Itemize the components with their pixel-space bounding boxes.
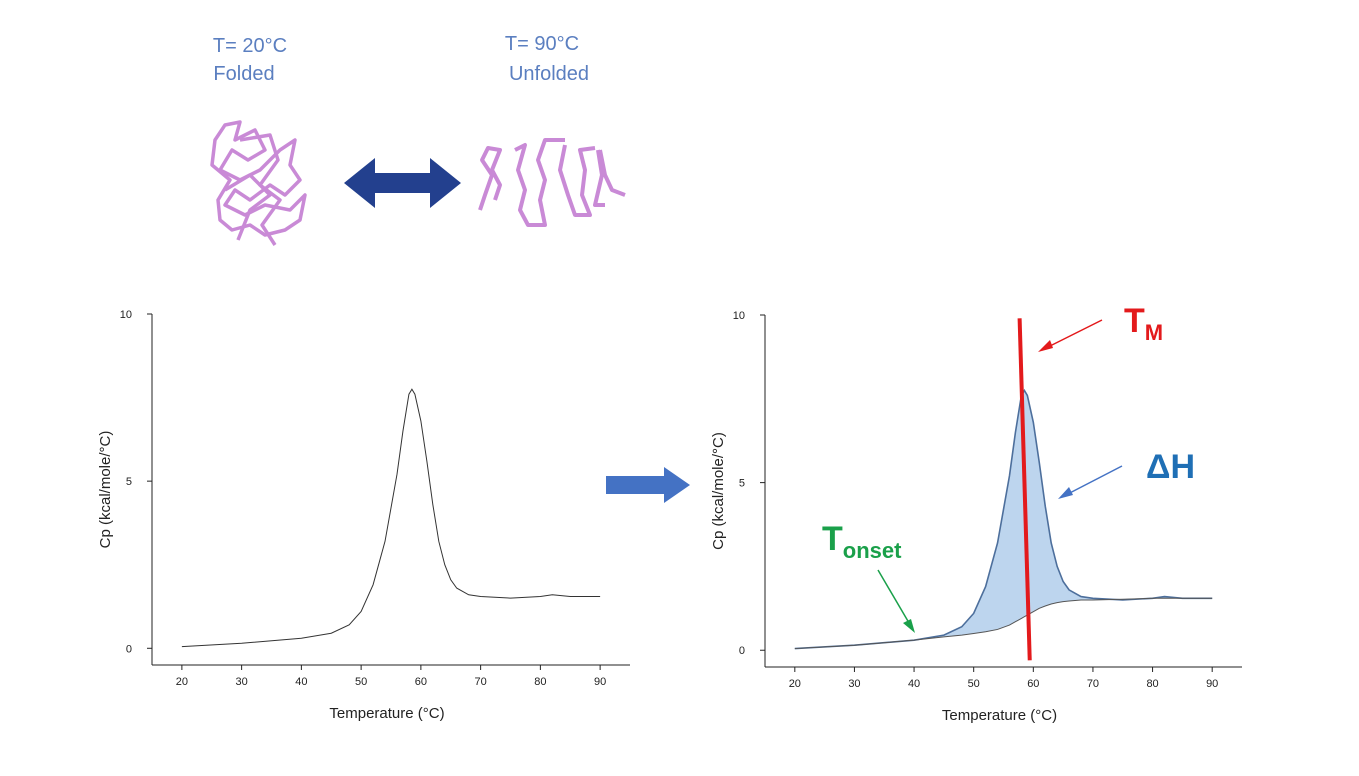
state-label: Unfolded [509,63,589,85]
y-axis-label: Cp (kcal/mole/°C) [97,431,114,549]
x-tick-label: 80 [534,676,546,688]
annotation-text: T [822,520,843,558]
y-tick-label: 5 [126,476,132,488]
state-label: Folded [213,63,274,85]
unfolded-protein [478,138,626,227]
x-axis-label: Temperature (°C) [942,707,1057,724]
x-tick-label: 40 [908,678,920,690]
annotation-subscript: M [1145,320,1163,345]
area [794,390,1213,649]
y-tick-label: 5 [739,478,745,490]
x-tick-label: 40 [295,676,307,688]
x-tick-label: 30 [848,678,860,690]
annotation-text: T [1124,302,1145,340]
x-tick-label: 50 [355,676,367,688]
annotation-arrows [877,319,1123,633]
state-temperature: T= 20°C [213,35,287,57]
annotation: TM [1124,302,1163,345]
x-tick-label: 70 [1087,678,1099,690]
tm-line [1017,318,1032,661]
x-tick-label: 30 [236,676,248,688]
y-tick-label: 10 [120,309,132,321]
annotation-subscript: onset [843,538,902,563]
arrow [606,467,690,503]
y-tick-label: 10 [733,310,745,322]
x-tick-label: 60 [415,676,427,688]
double-arrow [344,158,461,208]
x-tick-label: 60 [1027,678,1039,690]
state-temperature: T= 90°C [505,33,579,55]
line [181,388,601,648]
x-tick-label: 80 [1146,678,1158,690]
x-tick-label: 70 [475,676,487,688]
y-tick-label: 0 [126,643,132,655]
annotation-text: ΔH [1146,448,1195,486]
x-tick-label: 90 [1206,678,1218,690]
x-tick-label: 50 [968,678,980,690]
folded-protein [210,120,307,246]
annotation: Tonset [822,520,902,563]
y-tick-label: 0 [739,645,745,657]
x-tick-label: 20 [176,676,188,688]
annotation: ΔH [1146,448,1195,486]
x-axis-label: Temperature (°C) [329,705,444,722]
line [794,597,1213,650]
x-tick-label: 20 [789,678,801,690]
x-tick-label: 90 [594,676,606,688]
y-axis-label: Cp (kcal/mole/°C) [710,432,727,550]
